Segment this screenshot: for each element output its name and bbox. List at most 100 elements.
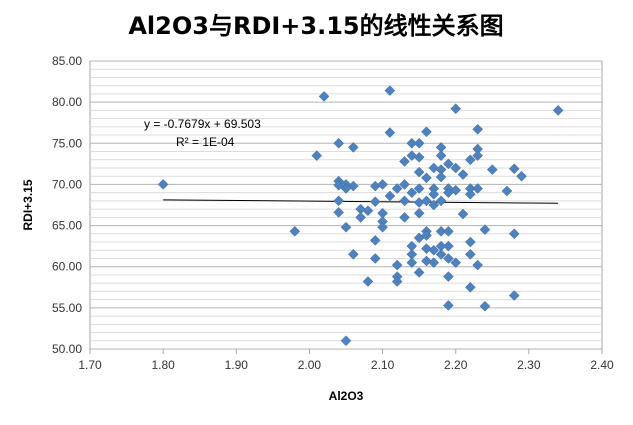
data-point xyxy=(157,179,169,190)
data-point xyxy=(421,126,432,138)
y-tick-label: 70.00 xyxy=(52,177,82,191)
data-point xyxy=(464,236,476,248)
data-point xyxy=(443,158,454,170)
data-point xyxy=(347,180,359,192)
data-point xyxy=(355,211,366,223)
data-point xyxy=(384,85,396,96)
data-point xyxy=(406,257,418,268)
data-point xyxy=(464,154,476,166)
data-point xyxy=(450,257,462,268)
data-point xyxy=(413,151,425,163)
data-point xyxy=(472,123,484,135)
data-point xyxy=(340,221,352,233)
data-point xyxy=(413,183,425,194)
data-point xyxy=(413,267,425,278)
x-tick-label: 2.20 xyxy=(444,358,468,372)
data-point xyxy=(421,255,432,267)
data-point xyxy=(384,127,396,138)
data-point xyxy=(399,156,410,167)
data-point xyxy=(443,253,454,264)
y-tick-label: 55.00 xyxy=(52,301,82,315)
y-tick-label: 60.00 xyxy=(52,260,82,274)
data-point xyxy=(311,150,323,161)
data-point xyxy=(435,171,447,183)
data-point xyxy=(508,228,520,240)
y-tick-label: 85.00 xyxy=(52,54,82,68)
data-point xyxy=(421,172,432,184)
data-point xyxy=(413,137,425,149)
data-point xyxy=(399,179,410,190)
data-point xyxy=(472,150,484,161)
data-point xyxy=(428,162,440,174)
data-point xyxy=(479,224,491,236)
trendline-r-squared: R² = 1E-04 xyxy=(176,135,235,149)
data-point xyxy=(464,281,476,293)
data-point xyxy=(435,150,447,161)
data-point xyxy=(428,257,440,268)
data-point xyxy=(333,207,345,218)
data-point xyxy=(443,240,454,252)
trendline-equation: y = -0.7679x + 69.503 xyxy=(144,117,261,131)
data-point xyxy=(443,300,454,311)
data-point xyxy=(421,230,432,241)
x-axis-label: Al2O3 xyxy=(329,389,364,403)
data-point xyxy=(479,300,491,312)
y-axis-label: RDI+3.15 xyxy=(21,179,35,230)
x-tick-label: 2.00 xyxy=(298,358,322,372)
data-point xyxy=(391,259,403,271)
data-point xyxy=(399,195,410,207)
data-point xyxy=(406,187,418,199)
data-point xyxy=(347,249,359,260)
y-tick-label: 80.00 xyxy=(52,95,82,109)
data-point xyxy=(347,142,359,153)
data-point xyxy=(486,164,498,175)
data-point xyxy=(428,188,440,200)
data-point xyxy=(443,271,454,282)
x-tick-label: 2.10 xyxy=(371,358,395,372)
data-point xyxy=(413,166,425,178)
data-point xyxy=(428,244,440,256)
data-points xyxy=(157,85,564,347)
trendline xyxy=(163,199,559,204)
data-point xyxy=(435,225,447,237)
x-tick-label: 1.70 xyxy=(78,358,102,372)
y-tick-label: 50.00 xyxy=(52,342,82,356)
x-tick-label: 2.40 xyxy=(590,358,614,372)
data-point xyxy=(435,195,447,207)
x-tick-label: 1.90 xyxy=(225,358,249,372)
tick-labels: 50.00 55.00 60.00 65.00 70.00 75.00 80.00 85.00… xyxy=(52,54,614,372)
data-point xyxy=(362,205,374,217)
y-tick-label: 65.00 xyxy=(52,219,82,233)
data-point xyxy=(443,225,454,237)
data-point xyxy=(428,199,440,211)
data-point xyxy=(391,276,403,287)
gridlines xyxy=(90,60,602,350)
data-point xyxy=(457,169,469,180)
data-point xyxy=(377,179,388,190)
data-point xyxy=(552,105,564,116)
data-point xyxy=(464,188,476,200)
data-point xyxy=(333,195,345,207)
data-point xyxy=(457,208,469,220)
y-tick-label: 75.00 xyxy=(52,136,82,150)
chart-title: Al2O3与RDI+3.15的线性关系图 xyxy=(128,12,503,40)
trendline-group xyxy=(163,199,559,204)
data-point xyxy=(391,183,403,194)
x-tick-label: 1.80 xyxy=(151,358,175,372)
data-point xyxy=(384,190,396,202)
data-point xyxy=(289,225,301,237)
plot-area xyxy=(89,60,603,350)
data-point xyxy=(472,259,484,271)
data-point xyxy=(406,137,418,149)
data-point xyxy=(369,235,381,246)
data-point xyxy=(413,207,425,219)
data-point xyxy=(508,163,520,175)
data-point xyxy=(421,243,432,254)
data-point xyxy=(435,249,447,260)
data-point xyxy=(369,196,381,208)
data-point xyxy=(377,221,388,233)
data-point xyxy=(450,162,462,174)
data-point xyxy=(369,253,381,264)
